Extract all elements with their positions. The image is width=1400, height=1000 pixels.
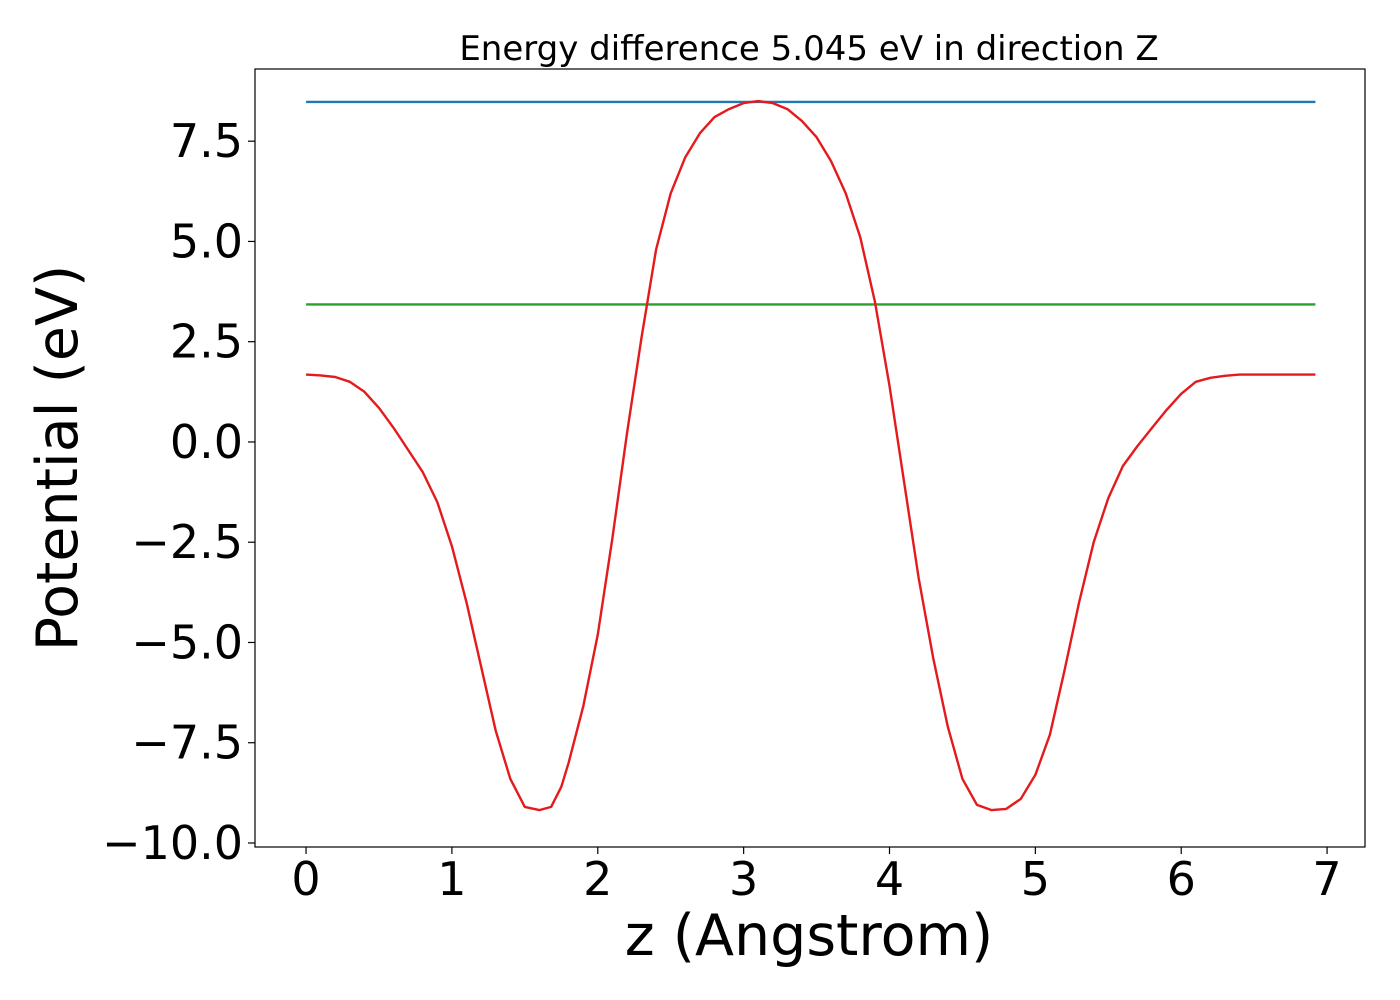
y-tick-label: −5.0 [131,615,243,669]
x-tick-label: 5 [1021,852,1050,906]
x-tick-label: 1 [437,852,466,906]
x-tick-label: 3 [729,852,758,906]
y-tick-label: 5.0 [170,214,243,268]
x-axis: 0 1 2 3 4 5 6 7 [291,847,1342,906]
x-tick-label: 7 [1312,852,1341,906]
y-tick-label: −7.5 [131,716,243,770]
series-layer [306,99,1316,812]
x-tick-label: 0 [291,852,320,906]
y-tick-label: −2.5 [131,515,243,569]
y-axis: −10.0 −7.5 −5.0 −2.5 0.0 2.5 5.0 7.5 [102,114,255,870]
plot-area [254,68,1366,848]
y-tick-label: 2.5 [170,315,243,369]
x-tick-label: 6 [1167,852,1196,906]
y-tick-label: −10.0 [102,816,243,870]
axes-frame [254,68,1366,848]
x-axis-label: z (Angstrom) [625,903,993,969]
series-line-3 [306,99,1316,812]
y-tick-label: 7.5 [170,114,243,168]
x-tick-label: 4 [875,852,904,906]
y-tick-label: 0.0 [170,415,243,469]
y-axis-label: Potential (eV) [25,265,91,651]
x-tick-label: 2 [583,852,612,906]
chart-title: Energy difference 5.045 eV in direction … [459,29,1158,69]
